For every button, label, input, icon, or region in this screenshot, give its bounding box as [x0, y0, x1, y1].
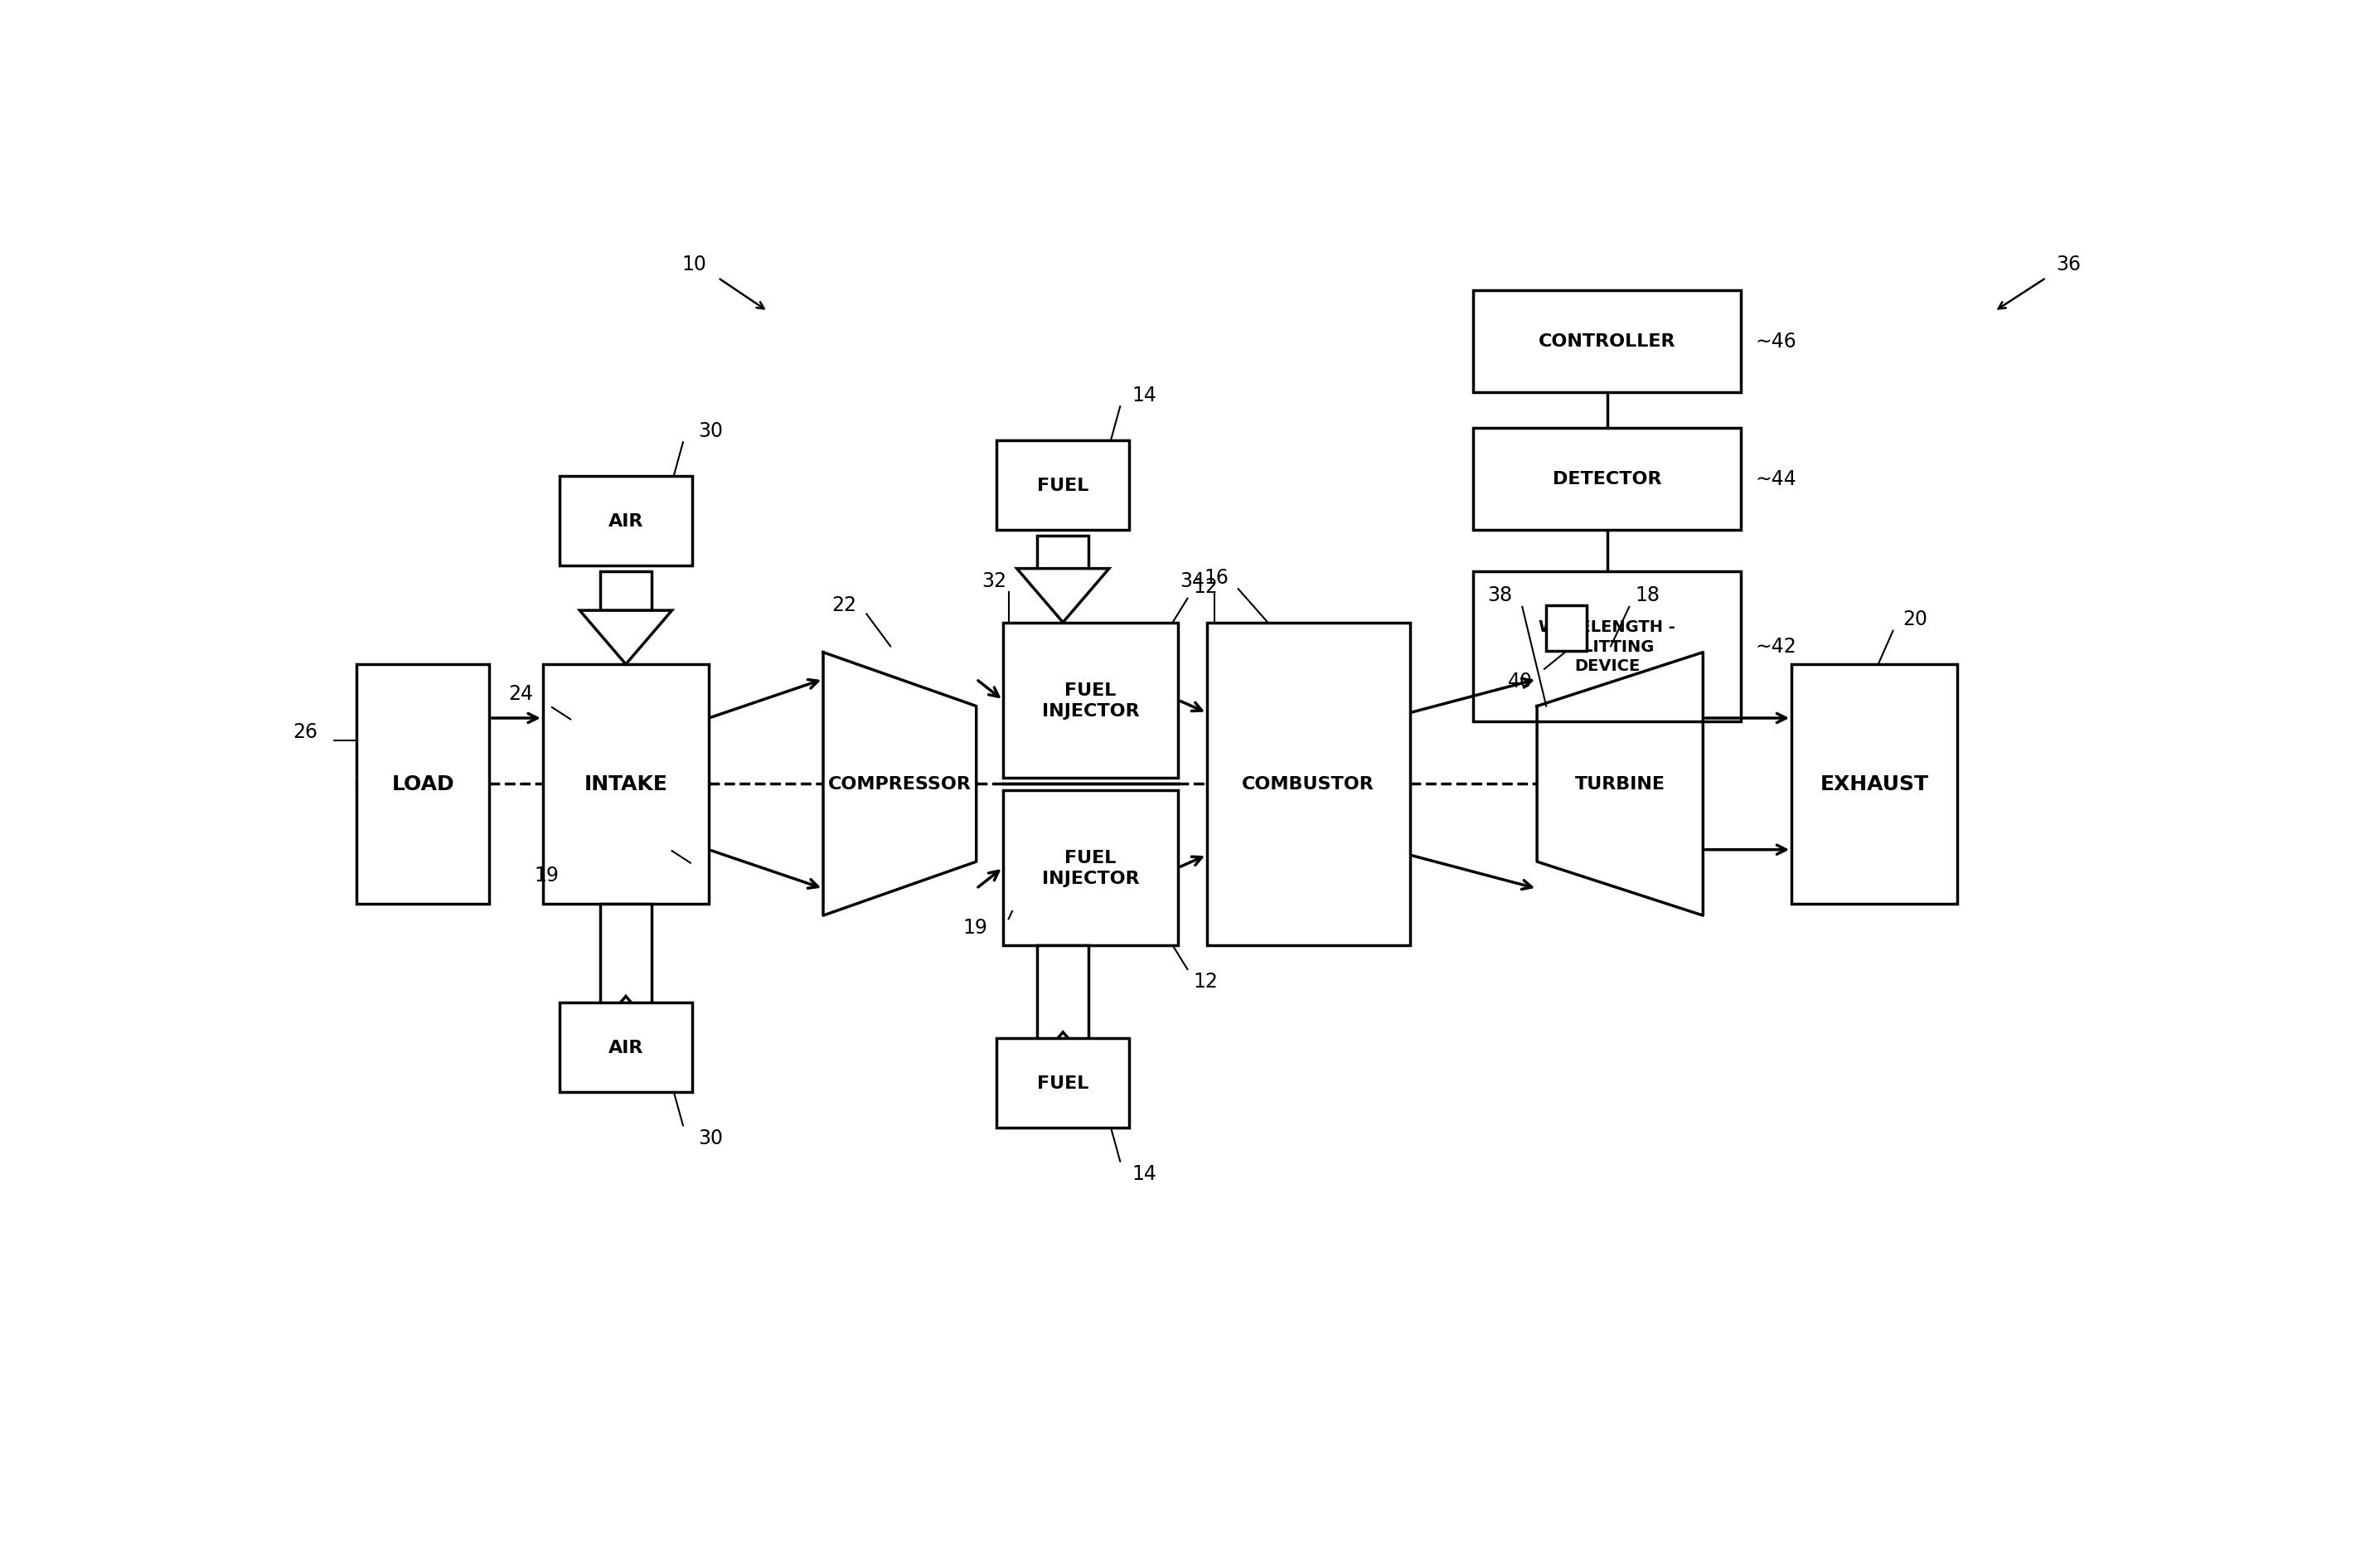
Text: 18: 18: [1635, 585, 1661, 606]
Bar: [1038, 946, 1088, 1086]
Polygon shape: [581, 997, 671, 1050]
Text: 14: 14: [1133, 1163, 1157, 1183]
Text: 10: 10: [681, 255, 707, 273]
Text: FUEL
INJECTOR: FUEL INJECTOR: [1042, 682, 1140, 719]
Text: 38: 38: [1488, 585, 1514, 606]
Text: 34: 34: [1180, 572, 1204, 592]
Bar: [1547, 606, 1587, 652]
Text: 22: 22: [833, 595, 857, 615]
Bar: [1038, 536, 1088, 568]
Text: TURBINE: TURBINE: [1576, 776, 1666, 792]
Text: EXHAUST: EXHAUST: [1821, 775, 1928, 794]
Text: 19: 19: [533, 865, 559, 885]
Bar: [559, 477, 693, 565]
Text: 20: 20: [1902, 609, 1928, 629]
Bar: [559, 1003, 693, 1092]
Text: FUEL: FUEL: [1038, 1075, 1088, 1092]
Polygon shape: [823, 652, 976, 916]
Text: 16: 16: [1204, 567, 1228, 587]
Text: 30: 30: [697, 421, 724, 441]
Text: ∼44: ∼44: [1756, 469, 1797, 489]
Text: CONTROLLER: CONTROLLER: [1537, 334, 1676, 349]
Text: LOAD: LOAD: [393, 775, 455, 794]
Text: 36: 36: [2056, 255, 2080, 273]
Text: FUEL: FUEL: [1038, 477, 1088, 494]
Text: COMPRESSOR: COMPRESSOR: [828, 776, 971, 792]
Text: AIR: AIR: [609, 1039, 643, 1056]
Bar: [1473, 290, 1740, 393]
Bar: [997, 1039, 1130, 1127]
Text: WAVELENGTH -
SPLITTING
DEVICE: WAVELENGTH - SPLITTING DEVICE: [1540, 620, 1676, 674]
Text: 32: 32: [981, 572, 1007, 592]
Bar: [1002, 790, 1178, 946]
Polygon shape: [1016, 1033, 1109, 1086]
Text: INTAKE: INTAKE: [583, 775, 669, 794]
Polygon shape: [1016, 568, 1109, 623]
Text: DETECTOR: DETECTOR: [1552, 471, 1661, 488]
Text: 26: 26: [293, 722, 317, 742]
Text: ∼42: ∼42: [1756, 637, 1797, 657]
Polygon shape: [581, 610, 671, 665]
Text: AIR: AIR: [609, 512, 643, 530]
Text: 14: 14: [1133, 385, 1157, 405]
Bar: [1207, 623, 1409, 946]
Bar: [1473, 429, 1740, 530]
Bar: [543, 665, 709, 904]
Bar: [1002, 623, 1178, 778]
Bar: [600, 572, 652, 610]
Polygon shape: [1537, 652, 1704, 916]
Text: 19: 19: [964, 918, 988, 936]
Text: ∼46: ∼46: [1756, 332, 1797, 353]
Text: 40: 40: [1509, 671, 1533, 691]
Bar: [600, 904, 652, 1050]
Text: 24: 24: [509, 683, 533, 704]
Text: 12: 12: [1192, 972, 1219, 991]
Bar: [1792, 665, 1956, 904]
Text: 12: 12: [1192, 578, 1219, 596]
Text: FUEL
INJECTOR: FUEL INJECTOR: [1042, 849, 1140, 887]
Text: COMBUSTOR: COMBUSTOR: [1242, 776, 1376, 792]
Bar: [997, 441, 1130, 530]
Bar: [357, 665, 490, 904]
Bar: [1473, 572, 1740, 722]
Text: 30: 30: [697, 1127, 724, 1148]
